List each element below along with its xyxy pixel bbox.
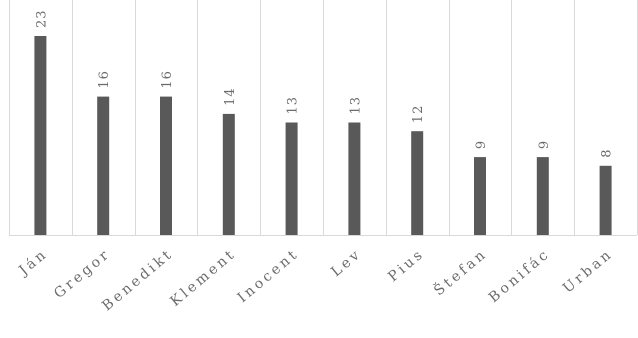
bar-4 — [285, 122, 298, 235]
bar-9 — [599, 165, 612, 235]
bar-1 — [97, 96, 110, 235]
bar-2 — [160, 96, 172, 235]
bars — [34, 36, 612, 235]
data-label-5: 13 — [348, 96, 363, 115]
bar-7 — [474, 157, 486, 235]
bar-8 — [536, 157, 549, 235]
data-label-9: 8 — [600, 149, 615, 158]
category-label-8: Bonifác — [486, 246, 553, 306]
bar-0 — [34, 36, 47, 235]
category-label-1: Gregor — [51, 246, 114, 302]
bar-6 — [411, 131, 424, 235]
data-label-6: 12 — [411, 105, 426, 124]
bar-5 — [348, 122, 361, 235]
data-label-2: 16 — [160, 70, 175, 89]
category-label-9: Urban — [560, 246, 616, 297]
data-label-0: 23 — [34, 9, 49, 28]
data-labels: 23 16 16 14 13 13 12 9 9 8 — [34, 9, 614, 157]
category-label-4: Inocent — [235, 246, 303, 306]
category-label-7: Štefan — [430, 244, 491, 299]
bar-3 — [222, 113, 235, 235]
category-label-6: Pius — [385, 246, 428, 285]
data-label-7: 9 — [474, 140, 489, 149]
category-label-0: Ján — [15, 246, 51, 280]
category-label-3: Klement — [167, 246, 239, 310]
data-label-1: 16 — [97, 70, 112, 89]
data-label-8: 9 — [537, 140, 552, 149]
data-label-3: 14 — [223, 87, 238, 106]
category-label-5: Lev — [328, 246, 365, 280]
data-label-4: 13 — [286, 96, 301, 115]
